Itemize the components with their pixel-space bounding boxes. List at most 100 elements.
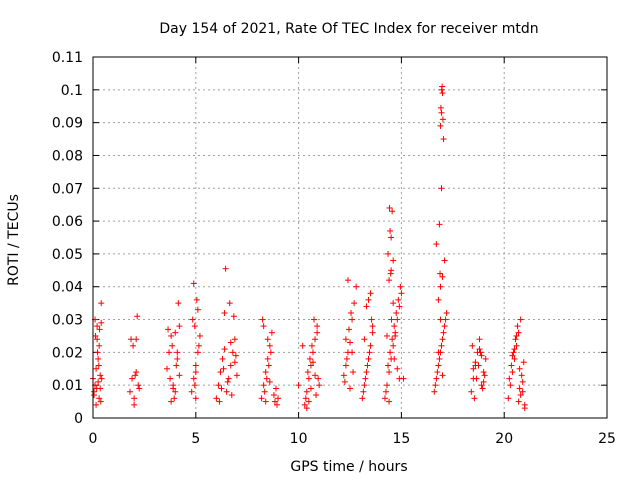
data-point	[363, 369, 370, 376]
data-point	[221, 309, 228, 316]
data-point	[366, 349, 373, 356]
data-point	[438, 86, 445, 93]
data-point	[306, 355, 313, 362]
data-point	[168, 332, 175, 339]
y-tick-label: 0.02	[52, 345, 83, 361]
data-point	[220, 365, 227, 372]
data-point	[388, 316, 395, 323]
data-point	[341, 378, 348, 385]
data-point	[312, 372, 319, 379]
data-point	[384, 332, 391, 339]
y-tick-label: 0.01	[52, 378, 83, 394]
data-point	[435, 296, 442, 303]
data-point	[434, 369, 441, 376]
data-point	[230, 313, 237, 320]
data-point	[390, 257, 397, 264]
data-point	[264, 336, 271, 343]
data-point	[470, 365, 477, 372]
data-point	[478, 382, 485, 389]
data-point	[353, 283, 360, 290]
data-point	[266, 342, 273, 349]
data-point	[260, 323, 267, 330]
data-point	[135, 382, 142, 389]
grid	[93, 57, 607, 418]
data-point	[172, 329, 179, 336]
data-point	[351, 300, 358, 307]
data-point	[133, 369, 140, 376]
data-point	[270, 392, 277, 399]
data-point	[93, 385, 100, 392]
data-point	[218, 385, 225, 392]
data-point	[268, 329, 275, 336]
data-point	[227, 362, 234, 369]
data-point	[128, 336, 135, 343]
data-point	[173, 362, 180, 369]
data-point	[193, 296, 200, 303]
data-point	[93, 401, 100, 408]
data-point	[316, 382, 323, 389]
data-point	[435, 349, 442, 356]
data-point	[519, 388, 526, 395]
data-point	[511, 355, 518, 362]
data-point	[431, 388, 438, 395]
data-point	[433, 241, 440, 248]
data-point	[391, 355, 398, 362]
data-point	[262, 398, 269, 405]
data-point	[471, 395, 478, 402]
data-point	[438, 109, 445, 116]
data-point	[195, 342, 202, 349]
data-point	[171, 395, 178, 402]
data-point	[192, 369, 199, 376]
data-point	[131, 401, 138, 408]
data-point	[194, 349, 201, 356]
y-tick-label: 0	[74, 411, 83, 427]
data-point	[304, 369, 311, 376]
data-point	[479, 385, 486, 392]
data-point	[435, 362, 442, 369]
data-point	[437, 104, 444, 111]
data-point	[482, 355, 489, 362]
y-tick-label: 0.11	[52, 50, 83, 66]
y-tick-label: 0.1	[61, 83, 83, 99]
data-point	[480, 369, 487, 376]
data-point	[260, 382, 267, 389]
data-point	[299, 342, 306, 349]
data-point	[511, 346, 518, 353]
data-point	[476, 346, 483, 353]
data-point	[441, 257, 448, 264]
data-point	[506, 375, 513, 382]
data-point	[439, 116, 446, 123]
data-point	[342, 362, 349, 369]
data-point	[274, 401, 281, 408]
x-tick-label: 15	[392, 431, 410, 447]
data-point	[265, 362, 272, 369]
data-point	[129, 375, 136, 382]
data-point	[386, 204, 393, 211]
data-point	[385, 362, 392, 369]
data-point	[222, 265, 229, 272]
data-point	[386, 398, 393, 405]
y-tick-label: 0.05	[52, 247, 83, 263]
data-point	[189, 316, 196, 323]
data-point	[391, 323, 398, 330]
data-point	[302, 395, 309, 402]
data-point	[262, 369, 269, 376]
data-point	[232, 352, 239, 359]
data-point	[95, 362, 102, 369]
data-point	[365, 355, 372, 362]
data-point	[91, 392, 98, 399]
x-tick-label: 20	[495, 431, 513, 447]
data-point	[305, 375, 312, 382]
data-point	[394, 365, 401, 372]
data-point	[223, 388, 230, 395]
y-tick-label: 0.03	[52, 313, 83, 329]
data-point	[510, 349, 517, 356]
data-point	[217, 369, 224, 376]
data-point	[164, 365, 171, 372]
data-point	[437, 270, 444, 277]
data-point	[388, 234, 395, 241]
data-point	[436, 355, 443, 362]
data-point	[443, 309, 450, 316]
data-point	[359, 395, 366, 402]
data-point	[93, 365, 100, 372]
